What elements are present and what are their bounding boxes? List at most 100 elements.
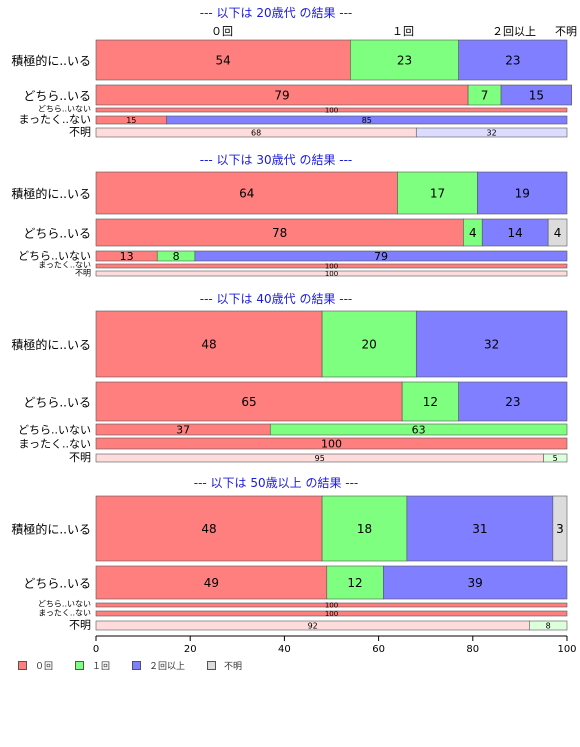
bar-segment: [552, 495, 568, 562]
data-label: 39: [468, 576, 483, 590]
bar-segment: [95, 171, 398, 215]
data-label: 100: [325, 107, 338, 115]
data-label: 64: [239, 186, 254, 200]
legend-swatch-twice: [132, 661, 142, 670]
panel-title: --- 以下は 20歳代 の結果 ---: [200, 6, 353, 20]
data-label: 3: [556, 522, 564, 536]
data-label: 32: [484, 337, 499, 351]
row-label: 不明: [69, 126, 91, 139]
row-label: まったく..ない: [18, 113, 91, 126]
data-label: 23: [397, 53, 412, 67]
bar-segment: [406, 495, 554, 562]
column-label: 不明: [555, 25, 577, 38]
legend-label-unknown: 不明: [224, 662, 243, 672]
row-label: どちら..いない: [18, 423, 91, 436]
x-tick-label: 80: [466, 644, 479, 655]
column-label: ０回: [211, 25, 233, 38]
row-label: まったく..ない: [18, 437, 91, 450]
x-tick-label: 60: [372, 644, 385, 655]
bar-segment: [397, 171, 478, 215]
data-label: 12: [347, 576, 362, 590]
bar-segment: [500, 84, 573, 106]
data-label: 18: [357, 522, 372, 536]
data-label: 100: [321, 437, 342, 450]
bar-segment: [326, 565, 384, 600]
legend-label-twice: ２回以上: [149, 662, 186, 672]
legend-label-once: １回: [92, 662, 111, 672]
data-label: 100: [325, 270, 338, 278]
bar-segment: [547, 218, 568, 247]
bar-segment: [95, 310, 323, 378]
row-label: どちら..いる: [23, 395, 91, 409]
row-label: どちら..いない: [38, 599, 91, 608]
data-label: 78: [272, 226, 287, 240]
bar-segment: [95, 270, 568, 277]
bar-segment: [95, 381, 403, 422]
row-label: 積極的に..いる: [11, 337, 91, 352]
data-label: 48: [201, 522, 216, 536]
panel-title: --- 以下は 50歳以上 の結果 ---: [194, 476, 359, 490]
bar-segment: [477, 171, 568, 215]
bar-segment: [269, 423, 568, 436]
bar-segment: [194, 250, 568, 262]
data-label: 5: [553, 454, 558, 463]
row-label: 積極的に..いる: [11, 53, 91, 68]
bar-segment: [95, 39, 351, 81]
bar-segment: [415, 127, 568, 138]
row-label: どちら..いる: [23, 89, 91, 103]
data-label: 8: [173, 250, 180, 263]
data-label: 32: [487, 128, 497, 137]
data-label: 37: [176, 423, 190, 436]
panel-title: --- 以下は 40歳代 の結果 ---: [200, 292, 353, 306]
data-label: 15: [529, 88, 544, 102]
data-label: 63: [412, 423, 426, 436]
data-label: 100: [325, 263, 338, 271]
x-tick-label: 0: [93, 644, 99, 655]
data-label: 85: [362, 116, 372, 125]
bar-segment: [95, 565, 328, 600]
data-label: 79: [274, 88, 289, 102]
data-label: 8: [546, 621, 551, 630]
data-label: 49: [204, 576, 219, 590]
data-label: 65: [241, 395, 256, 409]
row-label: 不明: [69, 451, 91, 464]
data-label: 23: [505, 53, 520, 67]
row-label: どちら..いない: [18, 250, 91, 263]
data-label: 13: [120, 250, 134, 263]
x-tick-label: 40: [278, 644, 291, 655]
bar-segment: [458, 39, 568, 81]
data-label: 31: [472, 522, 487, 536]
legend-swatch-zero: [18, 661, 27, 670]
data-label: 15: [126, 116, 136, 125]
legend-item-unknown: 不明: [207, 659, 242, 672]
data-label: 20: [362, 337, 377, 351]
x-tick-label: 20: [184, 644, 197, 655]
data-label: 4: [469, 226, 477, 240]
data-label: 92: [308, 621, 318, 630]
data-label: 4: [554, 226, 562, 240]
data-label: 95: [315, 454, 325, 463]
bar-segment: [481, 218, 549, 247]
legend-swatch-unknown: [207, 661, 217, 670]
data-label: 54: [216, 53, 231, 67]
bar-segment: [95, 610, 568, 617]
panel-title: --- 以下は 30歳代 の結果 ---: [200, 153, 353, 167]
bar-segment: [95, 218, 464, 247]
data-label: 7: [481, 88, 489, 102]
chart-legend: ０回 １回 ２回以上 不明: [18, 659, 264, 672]
bar-segment: [95, 602, 568, 608]
row-label: まったく..ない: [38, 608, 91, 617]
legend-label-zero: ０回: [35, 662, 54, 672]
legend-swatch-once: [75, 661, 85, 670]
data-label: 17: [430, 186, 445, 200]
bar-segment: [95, 495, 323, 562]
bar-segment: [95, 263, 568, 269]
bar-segment: [350, 39, 459, 81]
bar-segment: [415, 310, 568, 378]
data-label: 48: [201, 337, 216, 351]
bar-segment: [321, 495, 408, 562]
legend-item-zero: ０回: [18, 659, 53, 672]
row-label: まったく..ない: [38, 260, 91, 269]
bar-segment: [166, 115, 568, 125]
